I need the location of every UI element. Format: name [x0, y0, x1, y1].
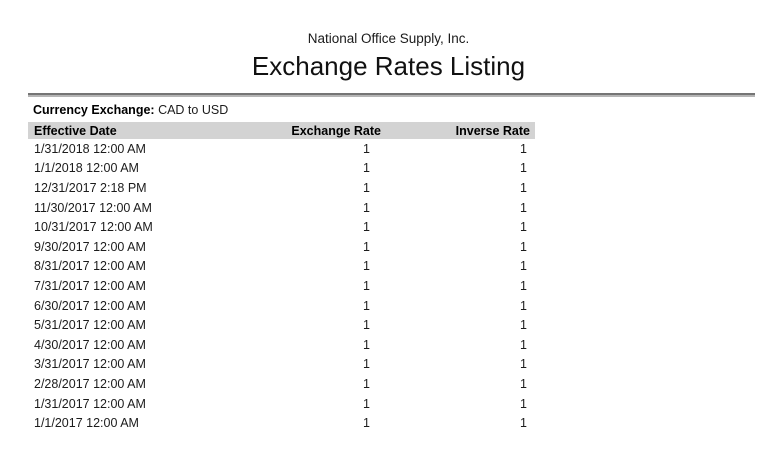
table-cell-inverse_rate: 1: [520, 337, 527, 352]
currency-exchange-value: CAD to USD: [158, 103, 229, 117]
exchange-rates-table: Effective Date Exchange Rate Inverse Rat…: [28, 122, 535, 433]
table-row: 8/31/2017 12:00 AM 1 1: [28, 257, 535, 277]
table-cell-effective_date: 1/1/2018 12:00 AM: [34, 161, 139, 176]
table-cell-exchange_rate: 1: [363, 259, 370, 274]
column-header-inverse-rate: Inverse Rate: [455, 123, 530, 138]
table-cell-effective_date: 11/30/2017 12:00 AM: [34, 200, 152, 215]
table-row: 10/31/2017 12:00 AM 1 1: [28, 217, 535, 237]
table-cell-inverse_rate: 1: [520, 318, 527, 333]
table-cell-effective_date: 1/31/2017 12:00 AM: [34, 396, 146, 411]
table-cell-exchange_rate: 1: [363, 239, 370, 254]
table-cell-effective_date: 1/1/2017 12:00 AM: [34, 416, 139, 431]
table-row: 1/1/2017 12:00 AM 1 1: [28, 413, 535, 433]
table-cell-inverse_rate: 1: [520, 376, 527, 391]
table-cell-inverse_rate: 1: [520, 357, 527, 372]
table-cell-effective_date: 9/30/2017 12:00 AM: [34, 239, 146, 254]
table-cell-exchange_rate: 1: [363, 396, 370, 411]
table-cell-inverse_rate: 1: [520, 259, 527, 274]
table-cell-exchange_rate: 1: [363, 180, 370, 195]
table-cell-inverse_rate: 1: [520, 239, 527, 254]
table-cell-effective_date: 4/30/2017 12:00 AM: [34, 337, 146, 352]
table-cell-effective_date: 6/30/2017 12:00 AM: [34, 298, 146, 313]
table-cell-exchange_rate: 1: [363, 376, 370, 391]
table-header: Effective Date Exchange Rate Inverse Rat…: [28, 122, 535, 139]
table-cell-exchange_rate: 1: [363, 200, 370, 215]
table-row: 1/31/2017 12:00 AM 1 1: [28, 394, 535, 414]
table-cell-effective_date: 12/31/2017 2:18 PM: [34, 180, 147, 195]
table-cell-inverse_rate: 1: [520, 298, 527, 313]
table-cell-inverse_rate: 1: [520, 416, 527, 431]
table-cell-exchange_rate: 1: [363, 220, 370, 235]
table-body: 1/31/2018 12:00 AM 1 1 1/1/2018 12:00 AM 1 1 1…: [28, 139, 535, 433]
table-row: 2/28/2017 12:00 AM 1 1: [28, 374, 535, 394]
table-header-row: Effective Date Exchange Rate Inverse Rat…: [28, 122, 535, 139]
table-cell-inverse_rate: 1: [520, 278, 527, 293]
table-row: 1/1/2018 12:00 AM 1 1: [28, 159, 535, 179]
currency-exchange-filter: Currency Exchange: CAD to USD: [33, 103, 228, 117]
table-cell-effective_date: 2/28/2017 12:00 AM: [34, 376, 146, 391]
table-cell-effective_date: 1/31/2018 12:00 AM: [34, 141, 146, 156]
table-cell-effective_date: 5/31/2017 12:00 AM: [34, 318, 146, 333]
table-cell-effective_date: 10/31/2017 12:00 AM: [34, 220, 153, 235]
table-cell-inverse_rate: 1: [520, 161, 527, 176]
table-cell-effective_date: 7/31/2017 12:00 AM: [34, 278, 146, 293]
report-title: Exchange Rates Listing: [251, 51, 526, 81]
currency-exchange-label: Currency Exchange:: [33, 103, 155, 117]
table-cell-exchange_rate: 1: [363, 141, 370, 156]
table-cell-exchange_rate: 1: [363, 161, 370, 176]
table-cell-effective_date: 3/31/2017 12:00 AM: [34, 357, 146, 372]
table-cell-inverse_rate: 1: [520, 396, 527, 411]
table-cell-exchange_rate: 1: [363, 298, 370, 313]
column-header-effective-date: Effective Date: [34, 123, 117, 138]
table-row: 11/30/2017 12:00 AM 1 1: [28, 198, 535, 218]
company-name: National Office Supply, Inc.: [307, 31, 470, 46]
table-cell-effective_date: 8/31/2017 12:00 AM: [34, 259, 146, 274]
table-row: 12/31/2017 2:18 PM 1 1: [28, 178, 535, 198]
table-cell-exchange_rate: 1: [363, 337, 370, 352]
column-header-exchange-rate: Exchange Rate: [291, 123, 381, 138]
table-cell-inverse_rate: 1: [520, 200, 527, 215]
table-row: 3/31/2017 12:00 AM 1 1: [28, 355, 535, 375]
table-row: 6/30/2017 12:00 AM 1 1: [28, 296, 535, 316]
title-divider-rule: [28, 93, 755, 97]
table-cell-exchange_rate: 1: [363, 318, 370, 333]
table-cell-inverse_rate: 1: [520, 180, 527, 195]
table-cell-inverse_rate: 1: [520, 141, 527, 156]
table-cell-inverse_rate: 1: [520, 220, 527, 235]
table-cell-exchange_rate: 1: [363, 416, 370, 431]
table-row: 4/30/2017 12:00 AM 1 1: [28, 335, 535, 355]
table-cell-exchange_rate: 1: [363, 357, 370, 372]
table-row: 9/30/2017 12:00 AM 1 1: [28, 237, 535, 257]
table-cell-exchange_rate: 1: [363, 278, 370, 293]
table-row: 7/31/2017 12:00 AM 1 1: [28, 276, 535, 296]
table-row: 5/31/2017 12:00 AM 1 1: [28, 315, 535, 335]
table-row: 1/31/2018 12:00 AM 1 1: [28, 139, 535, 159]
